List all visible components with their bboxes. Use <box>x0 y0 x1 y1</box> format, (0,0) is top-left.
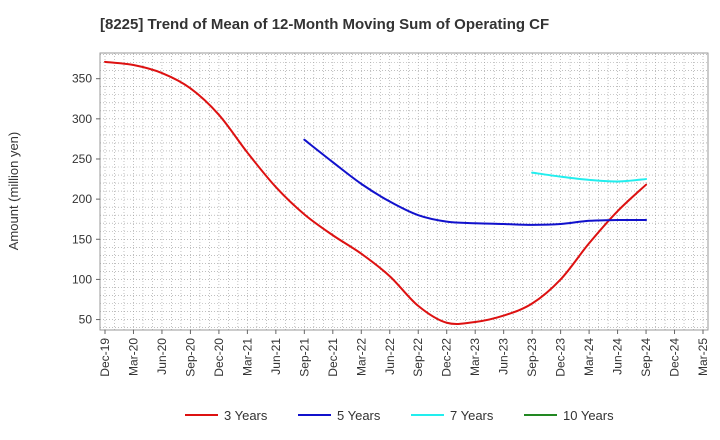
series-line-3-years <box>104 60 648 326</box>
legend-label-7-years: 7 Years <box>450 408 494 423</box>
y-axis-title: Amount (million yen) <box>6 132 21 251</box>
y-axis: 50 100 150 200 250 300 350 <box>72 72 100 327</box>
grid <box>100 53 708 330</box>
x-tick-label: Jun-21 <box>269 338 283 375</box>
x-tick-label: Jun-22 <box>383 338 397 375</box>
y-tick-label: 100 <box>72 272 92 286</box>
x-tick-label: Jun-20 <box>155 338 169 375</box>
x-tick-label: Jun-23 <box>497 338 511 375</box>
x-axis: Dec-19 Mar-20 Jun-20 Sep-20 Dec-20 Mar-21 Jun-… <box>98 330 710 377</box>
x-tick-label: Mar-20 <box>126 338 140 376</box>
x-tick-label: Dec-24 <box>668 338 682 377</box>
x-tick-label: Dec-23 <box>554 338 568 377</box>
x-tick-label: Jun-24 <box>611 338 625 375</box>
y-tick-label: 350 <box>72 72 92 86</box>
x-tick-label: Mar-23 <box>468 338 482 376</box>
x-tick-label: Sep-22 <box>411 338 425 377</box>
x-tick-label: Mar-24 <box>582 338 596 376</box>
chart-title: [8225] Trend of Mean of 12-Month Moving … <box>100 16 549 33</box>
x-tick-label: Dec-21 <box>326 338 340 377</box>
x-tick-label: Mar-22 <box>354 338 368 376</box>
legend-label-3-years: 3 Years <box>224 408 268 423</box>
x-tick-label: Mar-21 <box>240 338 254 376</box>
y-tick-label: 50 <box>79 313 93 327</box>
series-group <box>104 60 648 326</box>
legend: 3 Years 5 Years 7 Years 10 Years <box>185 408 614 423</box>
series-line-7-years <box>531 171 648 183</box>
x-tick-label: Dec-20 <box>212 338 226 377</box>
x-tick-label: Sep-24 <box>639 338 653 377</box>
plot-area <box>99 52 709 331</box>
x-tick-label: Mar-25 <box>696 338 710 376</box>
y-tick-label: 250 <box>72 152 92 166</box>
x-tick-label: Sep-20 <box>183 338 197 377</box>
y-tick-label: 300 <box>72 112 92 126</box>
y-tick-label: 200 <box>72 192 92 206</box>
x-tick-label: Dec-22 <box>440 338 454 377</box>
y-tick-label: 150 <box>72 232 92 246</box>
x-tick-label: Dec-19 <box>98 338 112 377</box>
x-tick-label: Sep-21 <box>297 338 311 377</box>
legend-label-5-years: 5 Years <box>337 408 381 423</box>
x-tick-label: Sep-23 <box>525 338 539 377</box>
legend-label-10-years: 10 Years <box>563 408 614 423</box>
series-line-5-years <box>303 138 648 226</box>
